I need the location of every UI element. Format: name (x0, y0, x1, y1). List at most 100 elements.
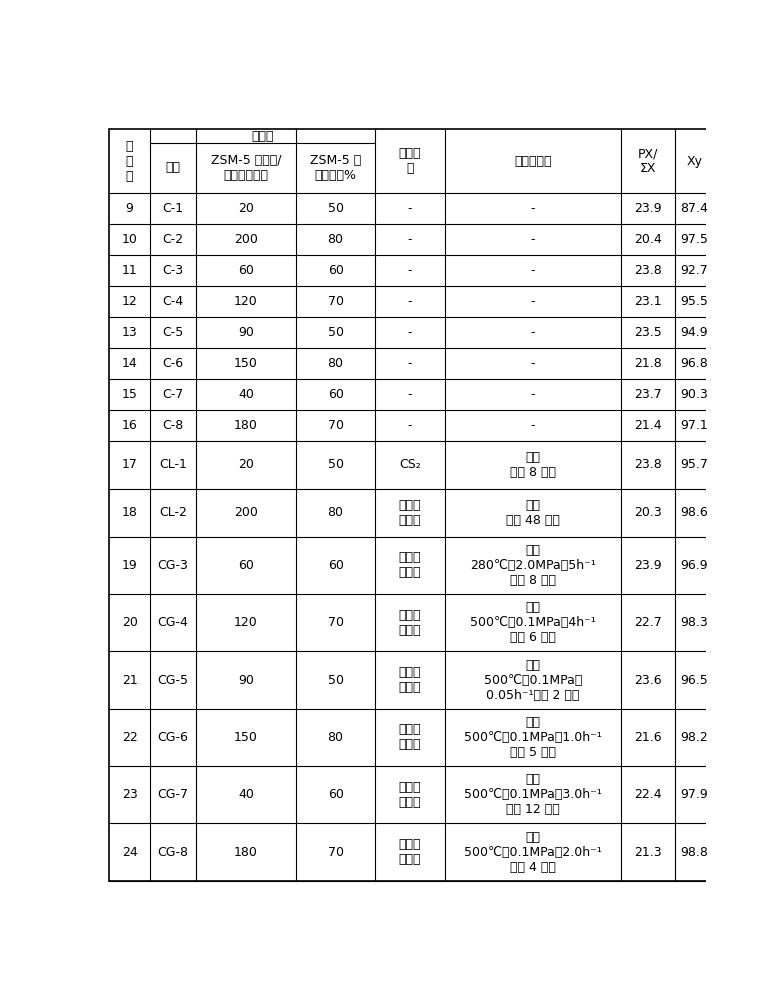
Text: -: - (408, 326, 412, 339)
Text: 23: 23 (122, 788, 137, 801)
Text: 150: 150 (234, 731, 258, 744)
Text: CL-1: CL-1 (159, 458, 187, 471)
Text: CL-2: CL-2 (159, 506, 187, 519)
Text: 硫改性方法: 硫改性方法 (514, 155, 552, 168)
Text: -: - (408, 419, 412, 432)
Text: 60: 60 (238, 264, 254, 277)
Text: 20.3: 20.3 (634, 506, 662, 519)
Text: 气相
500℃、0.1MPa、
0.05h⁻¹处理 2 小时: 气相 500℃、0.1MPa、 0.05h⁻¹处理 2 小时 (484, 659, 583, 702)
Text: 15: 15 (122, 388, 137, 401)
Text: 二己基
四硫醚: 二己基 四硫醚 (399, 723, 421, 751)
Text: C-7: C-7 (162, 388, 183, 401)
Text: 96.9: 96.9 (681, 559, 708, 572)
Text: 92.7: 92.7 (681, 264, 708, 277)
Text: 21: 21 (122, 674, 137, 687)
Text: 80: 80 (328, 506, 343, 519)
Text: C-3: C-3 (162, 264, 183, 277)
Text: 二丁基
五硫醚: 二丁基 五硫醚 (399, 609, 421, 637)
Text: 95.5: 95.5 (681, 295, 708, 308)
Text: 150: 150 (234, 357, 258, 370)
Text: 90: 90 (238, 326, 254, 339)
Text: 50: 50 (328, 458, 343, 471)
Text: 60: 60 (328, 388, 343, 401)
Text: PX/
ΣX: PX/ ΣX (637, 147, 658, 175)
Text: 21.4: 21.4 (634, 419, 662, 432)
Text: C-2: C-2 (162, 233, 183, 246)
Text: 70: 70 (328, 846, 343, 859)
Text: 22.7: 22.7 (634, 616, 662, 629)
Text: 二乙基
二硫醚: 二乙基 二硫醚 (399, 781, 421, 809)
Text: 气相
280℃、2.0MPa、5h⁻¹
处理 8 小时: 气相 280℃、2.0MPa、5h⁻¹ 处理 8 小时 (470, 544, 596, 587)
Text: 98.2: 98.2 (681, 731, 708, 744)
Text: 气相
500℃、0.1MPa、2.0h⁻¹
处理 4 小时: 气相 500℃、0.1MPa、2.0h⁻¹ 处理 4 小时 (464, 831, 602, 874)
Text: 22: 22 (122, 731, 137, 744)
Text: C-8: C-8 (162, 419, 183, 432)
Text: 94.9: 94.9 (681, 326, 708, 339)
Text: 98.3: 98.3 (681, 616, 708, 629)
Text: 50: 50 (328, 326, 343, 339)
Text: 87.4: 87.4 (681, 202, 708, 215)
Text: 21.3: 21.3 (634, 846, 662, 859)
Text: CG-4: CG-4 (158, 616, 188, 629)
Text: 21.6: 21.6 (634, 731, 662, 744)
Text: 20.4: 20.4 (634, 233, 662, 246)
Text: 200: 200 (234, 506, 258, 519)
Text: 11: 11 (122, 264, 137, 277)
Text: 70: 70 (328, 616, 343, 629)
Text: 23.8: 23.8 (634, 458, 662, 471)
Text: C-5: C-5 (162, 326, 183, 339)
Text: 硫改性
剂: 硫改性 剂 (399, 147, 421, 175)
Text: 80: 80 (328, 731, 343, 744)
Text: 70: 70 (328, 419, 343, 432)
Text: 10: 10 (122, 233, 137, 246)
Text: 17: 17 (122, 458, 137, 471)
Text: 120: 120 (234, 616, 258, 629)
Text: 96.8: 96.8 (681, 357, 708, 370)
Text: 23.5: 23.5 (634, 326, 662, 339)
Text: 编号: 编号 (165, 161, 180, 174)
Text: 20: 20 (238, 458, 254, 471)
Text: 180: 180 (234, 846, 258, 859)
Text: 97.9: 97.9 (681, 788, 708, 801)
Text: 23.7: 23.7 (634, 388, 662, 401)
Text: 气相
500℃、0.1MPa、3.0h⁻¹
处理 12 小时: 气相 500℃、0.1MPa、3.0h⁻¹ 处理 12 小时 (464, 773, 602, 816)
Text: -: - (531, 357, 535, 370)
Text: -: - (408, 388, 412, 401)
Text: 气相
500℃、0.1MPa、4h⁻¹
处理 6 小时: 气相 500℃、0.1MPa、4h⁻¹ 处理 6 小时 (470, 601, 596, 644)
Text: 96.5: 96.5 (681, 674, 708, 687)
Text: 70: 70 (328, 295, 343, 308)
Text: -: - (531, 388, 535, 401)
Text: 9: 9 (125, 202, 133, 215)
Text: -: - (531, 419, 535, 432)
Text: 23.9: 23.9 (634, 559, 662, 572)
Text: 40: 40 (238, 388, 254, 401)
Text: 97.5: 97.5 (681, 233, 708, 246)
Text: C-1: C-1 (162, 202, 183, 215)
Text: Xy: Xy (686, 155, 702, 168)
Text: -: - (531, 202, 535, 215)
Text: C-6: C-6 (162, 357, 183, 370)
Text: C-4: C-4 (162, 295, 183, 308)
Text: -: - (531, 233, 535, 246)
Text: CG-7: CG-7 (158, 788, 188, 801)
Text: 23.8: 23.8 (634, 264, 662, 277)
Text: 60: 60 (328, 559, 343, 572)
Text: -: - (531, 264, 535, 277)
Text: 23.9: 23.9 (634, 202, 662, 215)
Text: -: - (408, 264, 412, 277)
Text: 19: 19 (122, 559, 137, 572)
Text: -: - (408, 295, 412, 308)
Text: 16: 16 (122, 419, 137, 432)
Text: 95.7: 95.7 (681, 458, 708, 471)
Text: 13: 13 (122, 326, 137, 339)
Text: 14: 14 (122, 357, 137, 370)
Text: 120: 120 (234, 295, 258, 308)
Text: 液相
浸渍 48 小时: 液相 浸渍 48 小时 (506, 499, 560, 527)
Text: -: - (408, 233, 412, 246)
Text: 20: 20 (122, 616, 137, 629)
Text: 60: 60 (238, 559, 254, 572)
Text: 40: 40 (238, 788, 254, 801)
Text: 23.1: 23.1 (634, 295, 662, 308)
Text: 二丙基
三硫醚: 二丙基 三硫醚 (399, 551, 421, 579)
Text: -: - (408, 357, 412, 370)
